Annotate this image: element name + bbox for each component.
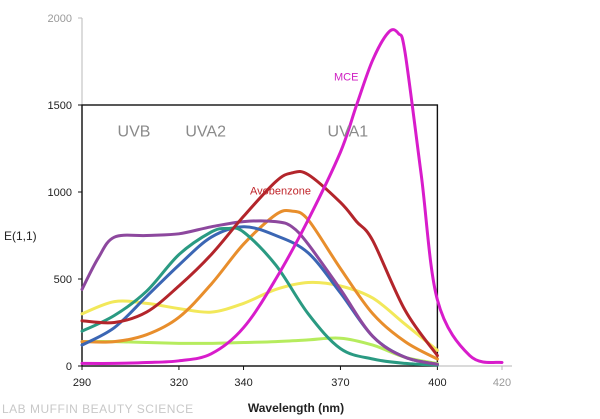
chart-axes: 0 500 1000 1500 2000 290 320 340 370 400 420 [48,13,512,389]
x-tick-label: 290 [73,377,91,389]
y-tick-label: 1500 [48,100,72,112]
series-line-teal [80,226,439,367]
x-tick-label: 420 [493,377,511,389]
x-tick-label: 400 [428,377,446,389]
region-label: UVB [118,123,151,140]
series-line-avobenzone [80,169,439,358]
x-tick-label: 340 [234,377,252,389]
y-tick-label: 2000 [48,13,72,25]
annotation-mce: MCE [334,72,358,84]
y-tick-label: 1000 [48,187,72,199]
y-axis-label: E(1,1) [4,229,37,243]
labels-layer: E(1,1) Wavelength (nm) LAB MUFFIN BEAUTY… [2,72,368,416]
plot-frame [81,104,439,367]
region-label: UVA2 [185,123,226,140]
region-label: UVA1 [328,123,369,140]
series-line-purple [80,219,439,366]
y-tick-label: 0 [66,361,72,373]
x-axis-label: Wavelength (nm) [248,401,344,415]
series-line-yellow [80,280,439,352]
series-line-green [80,336,439,365]
series-line-mce [80,28,504,365]
series-line-orange [80,208,439,361]
y-tick-label: 500 [54,274,72,286]
annotation-avobenzone: Avobenzone [250,186,311,198]
watermark: LAB MUFFIN BEAUTY SCIENCE [2,402,194,416]
x-tick-label: 320 [170,377,188,389]
series-layer [80,28,504,367]
x-tick-label: 370 [331,377,349,389]
